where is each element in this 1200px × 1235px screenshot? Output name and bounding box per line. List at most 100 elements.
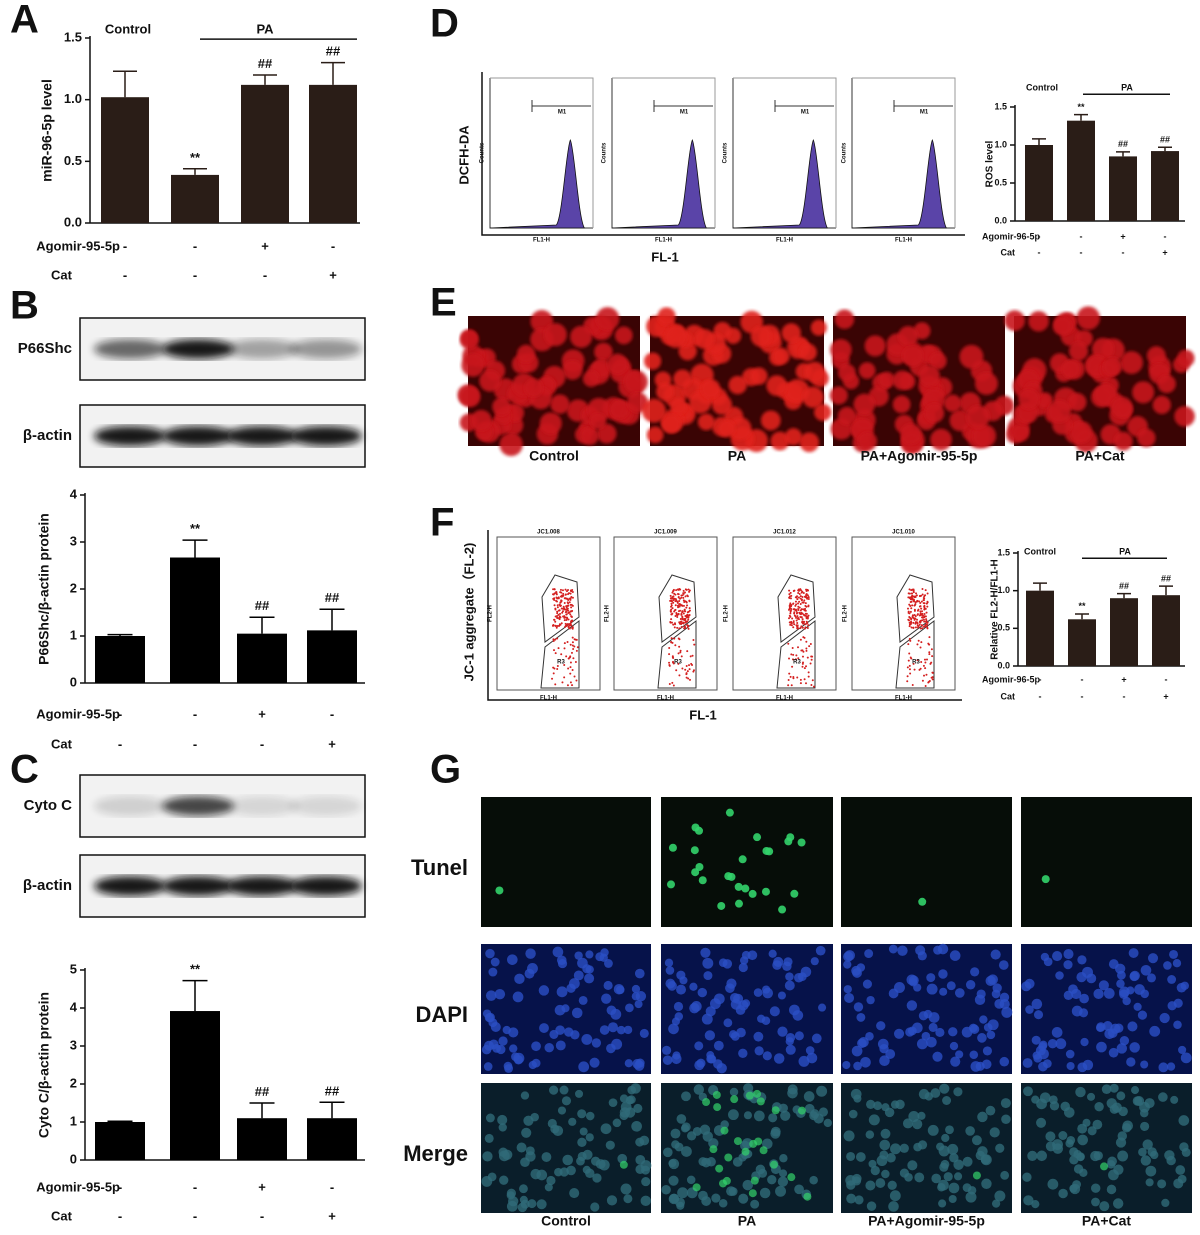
- nucleus: [916, 1038, 928, 1050]
- dot: [789, 615, 792, 618]
- image-label: PA+Cat: [1075, 448, 1124, 464]
- dot: [911, 604, 914, 607]
- dot: [554, 652, 557, 655]
- cell: [1113, 431, 1133, 451]
- nucleus: [1000, 1170, 1010, 1180]
- nucleus: [624, 1107, 636, 1118]
- dot: [921, 627, 924, 630]
- group-label: PA: [1119, 546, 1131, 556]
- nucleus: [485, 990, 497, 1001]
- cell: [1137, 428, 1156, 448]
- dot: [571, 591, 574, 594]
- nucleus: [823, 1118, 832, 1128]
- nucleus: [531, 1058, 541, 1068]
- nucleus: [570, 1030, 580, 1040]
- dot: [563, 663, 566, 666]
- dot: [798, 611, 801, 614]
- dot: [912, 627, 915, 630]
- nucleus: [1140, 964, 1152, 976]
- flow-title: JC1.008: [537, 530, 560, 536]
- nucleus: [554, 1167, 563, 1177]
- dot: [558, 604, 561, 607]
- dot: [906, 680, 909, 683]
- nucleus: [550, 1124, 560, 1134]
- nucleus: [954, 988, 965, 998]
- dot: [670, 618, 673, 621]
- flow-axis-label: FL1-H: [895, 238, 912, 244]
- panel-letter: B: [10, 284, 39, 328]
- dot: [792, 602, 795, 605]
- dot: [555, 626, 558, 629]
- nucleus: [865, 1180, 876, 1191]
- nucleus: [1116, 979, 1125, 989]
- nucleus: [965, 1126, 975, 1136]
- row-sign: -: [118, 736, 122, 751]
- cell: [656, 382, 675, 401]
- nucleus: [1116, 1091, 1126, 1101]
- nucleus: [1043, 957, 1053, 967]
- dot: [680, 613, 683, 616]
- cell: [766, 375, 788, 396]
- cell: [974, 372, 998, 395]
- nucleus: [954, 1172, 963, 1181]
- row-sign: -: [1038, 247, 1041, 257]
- y-tick-label: 1.0: [994, 139, 1007, 149]
- dot: [790, 653, 793, 656]
- nucleus: [1066, 1061, 1075, 1071]
- dot: [692, 638, 695, 641]
- nucleus: [718, 958, 728, 967]
- cell: [750, 367, 768, 385]
- dot: [927, 680, 930, 683]
- flow-title: JC1.010: [892, 530, 915, 536]
- flow-axis-label: FL1-H: [895, 696, 912, 702]
- error-bar: [319, 1101, 345, 1119]
- row-sign: +: [329, 267, 337, 282]
- nucleus: [1147, 1147, 1157, 1157]
- dot: [566, 641, 569, 644]
- dot: [920, 607, 923, 610]
- dot: [914, 615, 917, 618]
- dot: [553, 618, 556, 621]
- cell: [664, 325, 688, 348]
- dot: [795, 619, 798, 622]
- dot: [907, 659, 910, 662]
- dot: [912, 621, 915, 624]
- dot: [923, 613, 926, 616]
- dot: [683, 625, 686, 628]
- dot: [807, 624, 810, 627]
- nucleus: [687, 1131, 697, 1141]
- nucleus: [1036, 1117, 1047, 1128]
- dot: [797, 602, 800, 605]
- dot: [922, 599, 925, 602]
- nucleus: [1101, 1084, 1112, 1095]
- cell: [830, 339, 852, 361]
- dot: [805, 647, 808, 650]
- row-sign: -: [330, 1179, 334, 1194]
- row-sign: -: [330, 706, 334, 721]
- dot: [679, 622, 682, 625]
- dot: [918, 600, 921, 603]
- dot: [558, 623, 561, 626]
- nucleus: [1064, 1107, 1075, 1118]
- nucleus: [818, 1107, 828, 1117]
- dot: [908, 625, 911, 628]
- dot: [670, 640, 673, 643]
- dot: [910, 617, 913, 620]
- dot: [909, 605, 912, 608]
- nucleus: [605, 1140, 615, 1150]
- tunel-positive: [495, 886, 504, 895]
- nucleus: [998, 960, 1009, 970]
- nucleus: [524, 968, 535, 979]
- dot: [573, 645, 576, 648]
- cell: [1174, 406, 1195, 427]
- nucleus: [1108, 1047, 1119, 1058]
- dot: [556, 665, 559, 668]
- dot: [805, 640, 808, 643]
- y-tick-label: 2: [70, 1075, 77, 1090]
- dot: [558, 618, 561, 621]
- dot: [552, 638, 555, 641]
- nucleus: [668, 1175, 679, 1186]
- nucleus: [794, 1031, 804, 1041]
- dot: [564, 593, 567, 596]
- row-label: Agomir-95-5p: [36, 706, 120, 721]
